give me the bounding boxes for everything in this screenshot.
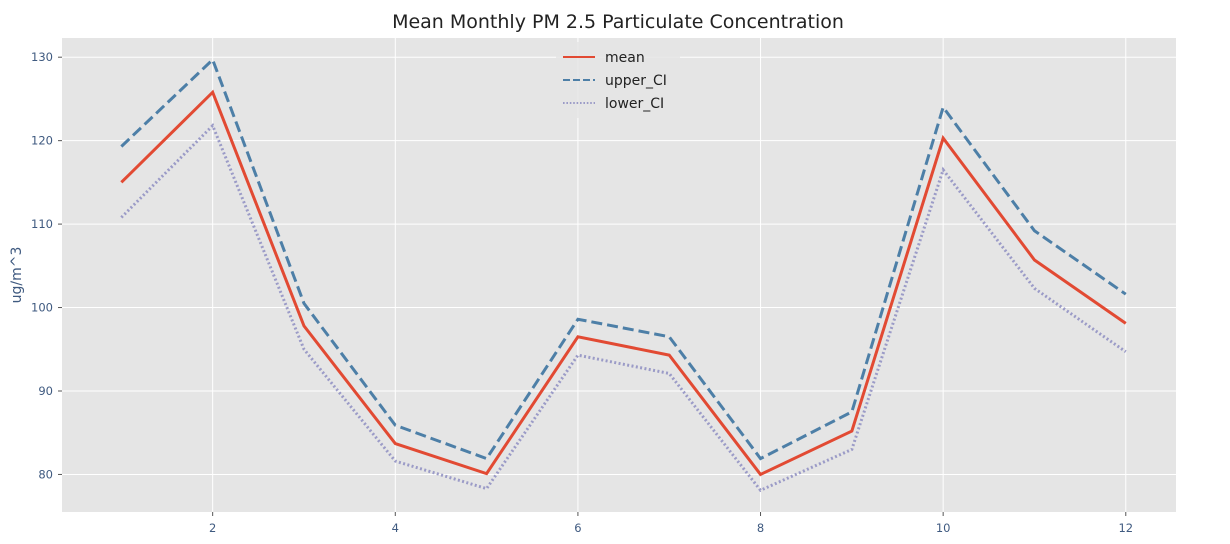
y-tick-label: 80	[38, 467, 53, 481]
y-axis-label: ug/m^3	[9, 247, 25, 304]
y-tick-label: 130	[31, 50, 53, 64]
x-tick-label: 10	[936, 521, 951, 535]
y-tick-label: 110	[31, 217, 53, 231]
x-tick-label: 2	[209, 521, 216, 535]
series-line-mean	[120, 89, 1127, 477]
series-line-upper-ci	[120, 57, 1127, 461]
y-tick-label: 100	[31, 301, 53, 315]
x-tick-label: 6	[574, 521, 581, 535]
x-tick-label: 12	[1118, 521, 1133, 535]
x-tick-label: 4	[392, 521, 399, 535]
legend: mean upper_CI lower_CI	[556, 42, 680, 118]
legend-label: upper_CI	[605, 73, 667, 89]
chart-title: Mean Monthly PM 2.5 Particulate Concentr…	[392, 11, 844, 33]
y-tick-label: 90	[38, 384, 53, 398]
x-tick-label: 8	[757, 521, 764, 535]
legend-label: lower_CI	[605, 96, 664, 112]
legend-label: mean	[605, 50, 645, 66]
x-axis: 2 4 6 8 10 12	[209, 512, 1133, 535]
y-tick-label: 120	[31, 134, 53, 148]
series-line-lower-ci	[120, 122, 1127, 493]
y-axis: 80 90 100 110 120 130	[31, 50, 62, 481]
series-lines	[120, 57, 1127, 493]
